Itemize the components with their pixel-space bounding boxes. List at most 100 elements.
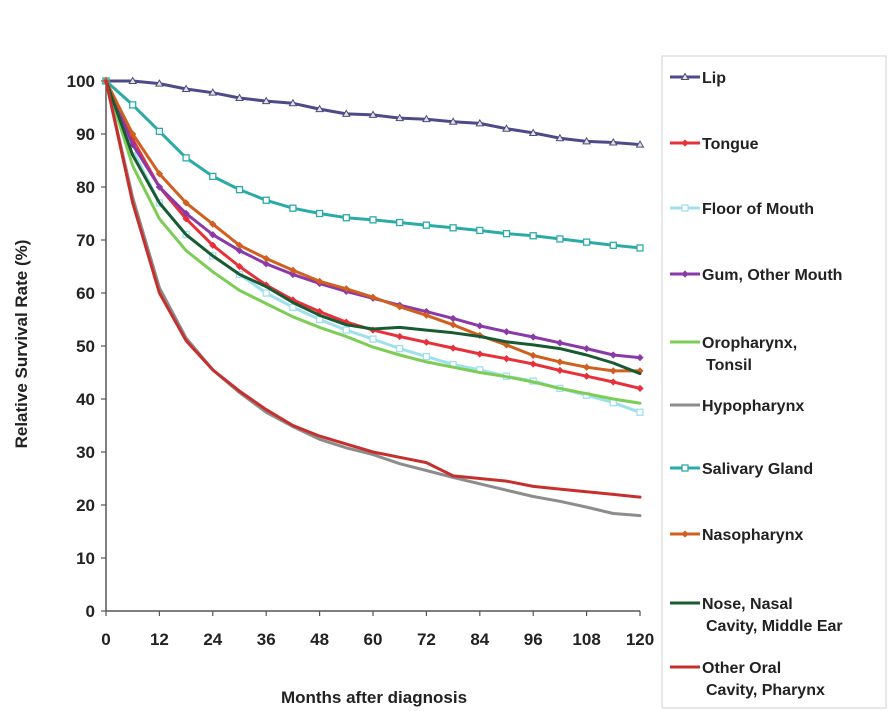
data-point [396, 332, 404, 341]
legend-label: Other Oral [702, 660, 781, 677]
x-tick-label: 36 [257, 630, 276, 649]
axes: 0 10 20 30 40 50 60 70 80 90 100 0 12 24 36 48 60 72 84 96 1… [67, 72, 655, 649]
data-point [262, 196, 270, 204]
data-point [155, 170, 164, 178]
legend-marker [681, 270, 689, 278]
legend-item-gum-other-mouth: Gum, Other Mouth [670, 267, 842, 284]
x-tick-label: 72 [417, 630, 436, 649]
data-point [422, 338, 431, 346]
data-point [422, 114, 431, 123]
legend-box [661, 55, 887, 709]
data-point [636, 384, 644, 393]
series-line-nose-nasal-cavity-middle-ear [104, 79, 642, 376]
legend-item-other-oral-cavity-pharynx: Other Oral Cavity, Pharynx [670, 660, 825, 699]
data-point [235, 262, 244, 271]
legend-label: Salivary Gland [702, 461, 813, 478]
data-point [342, 285, 350, 293]
data-point [288, 98, 298, 107]
data-point [608, 137, 618, 146]
data-point [582, 345, 591, 353]
data-point [502, 355, 511, 363]
data-point [529, 333, 537, 341]
data-point [342, 326, 350, 334]
data-point [609, 378, 617, 386]
data-point [209, 231, 217, 239]
legend-item-hypopharynx: Hypopharynx [670, 398, 804, 415]
data-point [528, 128, 538, 136]
data-point [235, 241, 244, 249]
y-axis-title: Relative Survival Rate (%) [12, 240, 31, 449]
legend-marker [681, 530, 689, 538]
data-point [289, 303, 297, 311]
legend-label: Floor of Mouth [702, 201, 814, 218]
data-point [369, 216, 377, 224]
data-point [449, 344, 457, 352]
legend-marker [681, 139, 689, 147]
data-point [609, 367, 617, 375]
data-point [556, 366, 564, 375]
data-point [182, 199, 190, 207]
data-point [396, 218, 404, 227]
series-line-other-oral-cavity-pharynx [104, 79, 642, 499]
data-point [235, 246, 244, 255]
data-point [262, 254, 270, 263]
series-salivary-gland [102, 77, 644, 252]
y-tick-label: 80 [76, 178, 95, 197]
legend-marker [681, 464, 689, 472]
data-point [582, 363, 591, 371]
data-point [502, 124, 511, 132]
data-point [209, 241, 217, 249]
x-tick-label: 108 [572, 630, 600, 649]
data-point [582, 136, 591, 145]
series-line-oropharynx-tonsil [104, 79, 642, 405]
data-point [182, 215, 190, 223]
series-layer [101, 76, 645, 518]
legend-label: Tonsil [706, 357, 752, 374]
data-point [369, 335, 377, 343]
legend-label: Lip [702, 70, 726, 87]
data-point [262, 289, 270, 297]
data-point [529, 232, 537, 240]
data-point [369, 293, 377, 301]
data-point [529, 351, 537, 360]
data-point [476, 350, 484, 358]
data-point [529, 360, 537, 368]
data-point [209, 172, 217, 181]
y-tick-label: 100 [67, 72, 95, 91]
legend-label: Cavity, Middle Ear [706, 618, 843, 635]
data-point [609, 351, 617, 359]
data-point [341, 109, 351, 117]
data-point [635, 140, 645, 148]
data-point [315, 209, 324, 218]
data-point [368, 110, 378, 118]
legend-item-nose-nasal-cavity-middle-ear: Nose, Nasal Cavity, Middle Ear [670, 596, 843, 635]
data-point [315, 277, 324, 285]
legend-label: Hypopharynx [702, 398, 804, 415]
data-point [395, 113, 405, 122]
legend-item-floor-of-mouth: Floor of Mouth [670, 201, 814, 218]
legend-label: Oropharynx, [702, 335, 797, 352]
y-tick-label: 90 [76, 125, 95, 144]
data-point [155, 79, 164, 87]
legend-label: Nasopharynx [702, 527, 803, 544]
data-point [449, 321, 457, 329]
data-point [128, 76, 138, 84]
x-tick-label: 48 [310, 630, 329, 649]
x-tick-label: 24 [203, 630, 222, 649]
data-point [422, 352, 431, 361]
y-tick-label: 0 [86, 602, 95, 621]
y-tick-label: 30 [76, 443, 95, 462]
legend-marker [681, 204, 689, 212]
data-point [181, 84, 191, 92]
legend-item-tongue: Tongue [670, 136, 759, 153]
x-tick-label: 0 [101, 630, 110, 649]
data-point [289, 204, 297, 212]
y-tick-label: 70 [76, 231, 95, 250]
data-point [449, 224, 457, 232]
y-tick-label: 60 [76, 284, 95, 303]
data-point [235, 185, 244, 194]
data-point [475, 118, 485, 127]
legend-label: Tongue [702, 136, 759, 153]
legend-label: Nose, Nasal [702, 596, 793, 613]
